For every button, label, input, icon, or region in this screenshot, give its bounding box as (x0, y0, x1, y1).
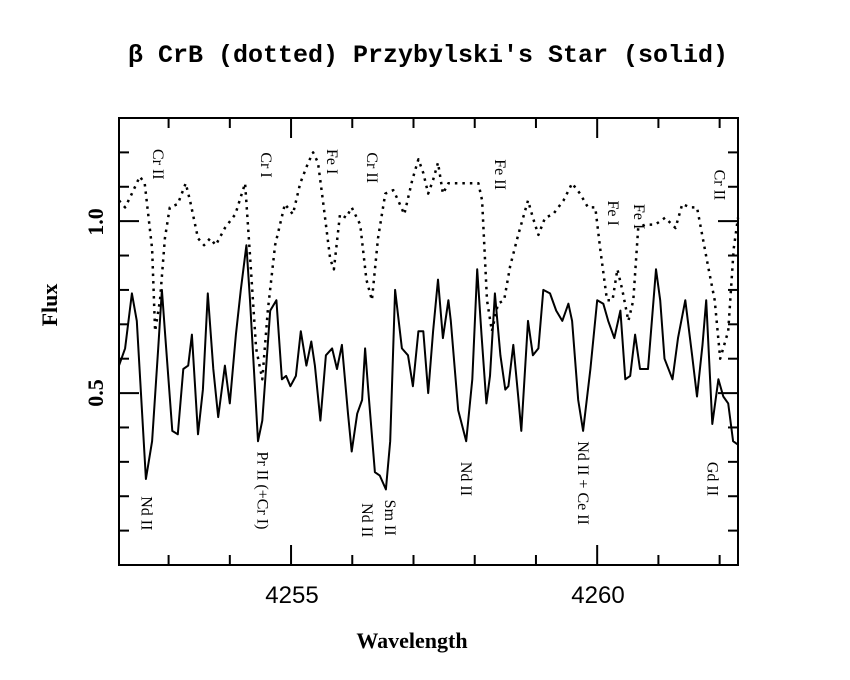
line-annotation: Cr I (257, 152, 274, 177)
x-tick-label-4255: 4255 (265, 582, 318, 609)
line-annotation: Nd II + Ce II (574, 441, 591, 525)
series-przybylski-solid (118, 244, 739, 491)
y-tick-label-0.5: 0.5 (83, 379, 108, 407)
line-annotation: Gd II (703, 462, 720, 496)
series-layer (118, 151, 740, 491)
line-annotation: Nd II (358, 503, 375, 537)
line-annotation: Sm II (381, 500, 398, 536)
chart-title: β CrB (dotted) Przybylski's Star (solid) (128, 41, 728, 70)
line-annotation: Cr II (149, 149, 166, 180)
x-axis-label: Wavelength (356, 628, 467, 653)
line-annotation: Cr II (363, 152, 380, 183)
line-annotation: Fe I (604, 201, 621, 226)
y-tick-label-1.0: 1.0 (83, 208, 108, 236)
line-annotation: Fe II (491, 159, 508, 190)
line-annotation: Cr II (711, 170, 728, 201)
line-annotation: Nd II (457, 462, 474, 496)
annotations: Cr II Cr I Fe I Cr II Fe II Fe I Fe I Cr II Nd I… (138, 149, 728, 537)
series-beta-crb-dotted (118, 151, 740, 381)
line-annotation: Nd II (138, 496, 155, 530)
x-tick-label-4260: 4260 (571, 582, 624, 609)
line-annotation: Fe I (323, 149, 340, 174)
plot-frame (118, 117, 739, 566)
line-annotation: Fe I (630, 204, 647, 229)
y-axis-label: Flux (37, 284, 62, 327)
line-annotation: Pr II (+Cr I) (253, 452, 270, 530)
